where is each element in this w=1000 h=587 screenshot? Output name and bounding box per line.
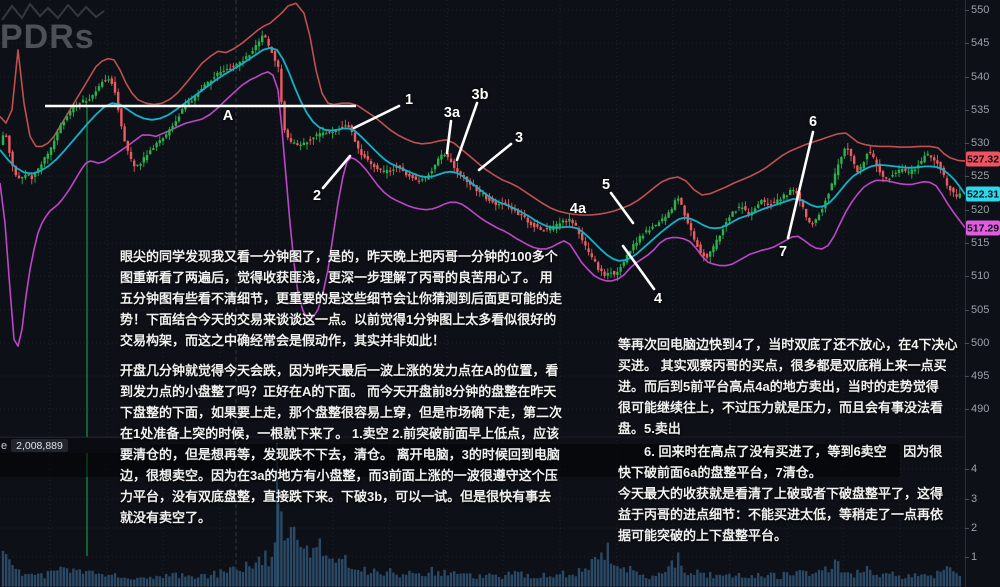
commentary-line: 下盘整的下面，如果要上走，那个盘整很容易上穿，但是市场确下走，第二次 [120,405,563,420]
commentary-line: 今天最大的收获就是看清了上破或者下破盘整平了，这得 [618,486,944,501]
commentary-line: 势！下面结合今天的交易来谈谈这一点。以前觉得1分钟图上太多看似很好的 [120,312,557,327]
annotation-label-4a[interactable]: 4a [569,201,587,217]
axis-tick-mark [965,310,969,311]
annotation-label-3a[interactable]: 3a [443,105,461,121]
axis-price-label: 520 [971,204,990,216]
commentary-line: 五分钟图有些看不清细节，更重要的是这些细节会让你猜测到后面更可能的走 [120,291,563,306]
commentary-line: 6. 回来时在高点了没有买进了，等到6卖空 因为很 [618,444,943,459]
axis-price-label: 545 [971,37,990,49]
commentary-line: 快下破前面6a的盘整平台，7清仓。 [618,465,822,480]
annotation-label-6[interactable]: 6 [808,114,818,130]
price-axis-border [965,0,966,587]
commentary-block-4: 6. 回来时在高点了没有买进了，等到6卖空 因为很 快下破前面6a的盘整平台，7清… [618,441,943,546]
price-badge: 517.29 [966,220,1000,236]
axis-price-label: 530 [971,137,990,149]
axis-price-label: 510 [971,270,990,282]
annotation-arrow-3[interactable] [477,142,513,172]
annotation-label-A[interactable]: A [222,108,234,124]
annotation-label-1[interactable]: 1 [404,92,414,108]
axis-price-label: 4 [971,463,978,475]
annotation-label-3b[interactable]: 3b [471,87,489,103]
axis-price-label: 540 [971,71,990,83]
axis-tick-mark [965,176,969,177]
axis-price-label: 2 [971,522,978,534]
commentary-line: 开盘几分钟就觉得今天会跌，因为昨天最后一波上涨的发力点在A的位置，看 [120,363,559,378]
annotation-arrow-5[interactable] [609,191,635,225]
commentary-line: 买进。 其实观察丙哥的买点，很多都是双底稍上来一点买 [618,358,947,373]
commentary-line: 进。而后到5前平台高点4a的地方卖出，当时的走势觉得 [618,379,939,394]
annotation-label-2[interactable]: 2 [312,188,322,204]
axis-tick-mark [965,343,969,344]
spdrs-watermark: PDRs [0,18,95,56]
axis-price-label: 495 [971,370,990,382]
annotation-label-4[interactable]: 4 [653,291,663,307]
commentary-line: 交易构架，而这之中确经常会是假动作，其实并非如此！ [120,333,446,348]
axis-tick-mark [965,376,969,377]
axis-price-label: 500 [971,337,990,349]
axis-price-label: 535 [971,104,990,116]
annotation-label-5[interactable]: 5 [601,177,611,193]
axis-tick-mark [965,110,969,111]
commentary-line: 盘。5.卖出 [618,421,681,436]
axis-price-label: 525 [971,170,990,182]
axis-tick-mark [965,43,969,44]
annotation-label-7[interactable]: 7 [778,244,788,260]
commentary-line: 在1处准备上突的时候，一根就下来了。 1.卖空 2.前突破前面早上低点，应该 [120,426,560,441]
commentary-line: 益于丙哥的进点细节：不能买进太低，等稍走了一点再依 [618,507,944,522]
commentary-line: 就没有卖空了。 [120,510,212,525]
commentary-line: 到发力点的小盘整了吗？正好在A的下面。 而今天开盘前8分钟的盘整在昨天 [120,384,557,399]
annotation-arrow-6[interactable] [786,130,815,240]
axis-tick-mark [965,243,969,244]
axis-tick-mark [965,528,969,529]
annotation-arrow-4[interactable] [621,244,656,291]
axis-price-label: 1 [971,551,978,563]
axis-tick-mark [965,499,969,500]
annotation-label-3[interactable]: 3 [514,130,524,146]
commentary-block-1: 眼尖的同学发现我又看一分钟图了，是的，昨天晚上把丙哥一分钟的100多个 图重新看了… [120,246,562,351]
annotation-arrow-1[interactable] [352,104,401,130]
commentary-line: 很可能继续往上，不过压力就是压力，而且会有事没法看 [618,400,944,415]
axis-price-label: 490 [971,403,990,415]
annotation-arrow-3a[interactable] [445,119,453,155]
axis-tick-mark [965,77,969,78]
pane-shade [0,444,900,477]
commentary-line: 要清仓的，但是想再等，发现跌不下去，清仓。 离开电脑，3的时候回到电脑 [120,447,560,462]
volume-value: 2,008,889 [11,439,68,452]
axis-tick-mark [965,557,969,558]
axis-tick-mark [965,409,969,410]
axis-price-label: 3 [971,493,978,505]
annotation-arrow-3b[interactable] [455,101,479,162]
commentary-line: 图重新看了两遍后，觉得收获匪浅，更深一步理解了丙哥的良苦用心了。 用 [120,270,553,285]
watermark-logo-squiggle [1,2,105,21]
price-badge: 527.32 [966,151,1000,167]
axis-price-label: 515 [971,237,990,249]
volume-indicator-label: e [1,439,8,452]
price-badge: 522.31 [966,186,1000,202]
axis-tick-mark [965,276,969,277]
axis-tick-mark [965,210,969,211]
commentary-line: 据可能突破的上下盘整平台。 [618,528,788,543]
commentary-line: 力平台，没有双底盘整，直接跌下来。下破3b，可以一试。但是很快有事去 [120,489,552,504]
commentary-block-3: 等再次回电脑边快到4了，当时双底了还不放心，在4下决心 买进。 其实观察丙哥的买点… [618,334,957,439]
commentary-block-2: 开盘几分钟就觉得今天会跌，因为昨天最后一波上涨的发力点在A的位置，看 到发力点的小… [120,360,562,528]
axis-price-label: 550 [971,4,990,16]
volume-indicator-row[interactable]: e 2,008,889 [0,437,150,453]
commentary-line: 边，很想卖空。因为在3a的地方有小盘整，而3前面上涨的一波很遵守这个压 [120,468,558,483]
annotation-arrow-2[interactable] [321,154,352,190]
commentary-line: 眼尖的同学发现我又看一分钟图了，是的，昨天晚上把丙哥一分钟的100多个 [120,249,558,264]
axis-price-label: 505 [971,304,990,316]
commentary-line: 等再次回电脑边快到4了，当时双底了还不放心，在4下决心 [618,337,958,352]
axis-tick-mark [965,143,969,144]
axis-tick-mark [965,10,969,11]
axis-tick-mark [965,469,969,470]
